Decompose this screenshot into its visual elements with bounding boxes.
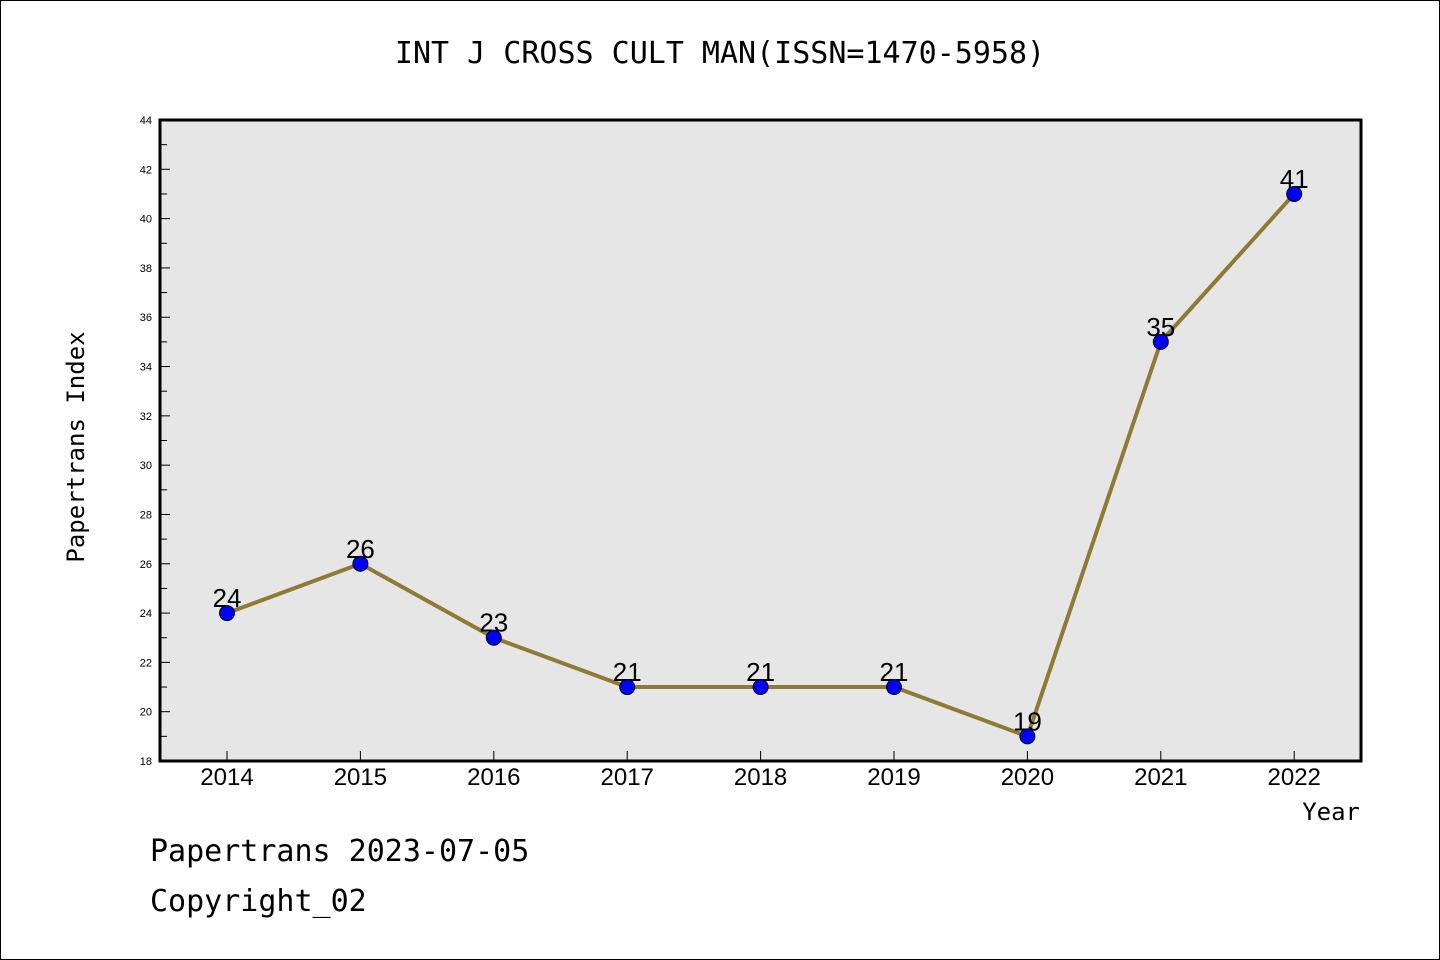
x-axis-label: Year bbox=[1302, 798, 1360, 826]
data-point bbox=[1286, 185, 1303, 202]
x-tick-label: 2020 bbox=[1001, 764, 1054, 791]
data-point bbox=[619, 679, 636, 696]
data-label: 21 bbox=[746, 657, 775, 687]
y-tick-label: 38 bbox=[140, 263, 152, 275]
x-tick-label: 2015 bbox=[334, 764, 387, 791]
data-label: 26 bbox=[346, 534, 375, 564]
footer-copyright: Copyright_02 bbox=[150, 884, 367, 919]
footer-date: Papertrans 2023-07-05 bbox=[150, 834, 530, 869]
data-label: 23 bbox=[479, 608, 508, 638]
data-label: 35 bbox=[1146, 312, 1175, 342]
y-tick-label: 42 bbox=[140, 164, 152, 176]
data-point bbox=[485, 629, 502, 646]
data-label: 21 bbox=[613, 657, 642, 687]
data-point bbox=[219, 605, 235, 622]
data-point bbox=[752, 679, 769, 696]
x-tick-label: 2016 bbox=[467, 764, 520, 791]
x-tick-label: 2021 bbox=[1134, 764, 1187, 791]
x-tick-label: 2014 bbox=[200, 764, 253, 791]
plot-area bbox=[158, 118, 1363, 763]
y-tick-label: 18 bbox=[140, 756, 152, 768]
y-tick-label: 40 bbox=[140, 214, 152, 226]
x-tick-label: 2019 bbox=[867, 764, 920, 791]
data-label: 24 bbox=[213, 583, 242, 613]
data-label: 21 bbox=[880, 657, 909, 687]
data-point bbox=[1152, 333, 1169, 350]
y-tick-label: 24 bbox=[140, 608, 152, 620]
y-tick-label: 22 bbox=[140, 657, 152, 669]
x-tick-label: 2017 bbox=[601, 764, 654, 791]
y-tick-label: 36 bbox=[140, 312, 152, 324]
y-axis-label: Papertrans Index bbox=[62, 331, 90, 562]
y-axis: 18 20 22 24 26 28 30 32 34 36 38 40 42 44 bbox=[140, 115, 170, 768]
data-point bbox=[352, 555, 369, 572]
data-point bbox=[1019, 728, 1036, 745]
data-label: 19 bbox=[1013, 706, 1042, 736]
x-tick-label: 2018 bbox=[734, 764, 787, 791]
data-label: 41 bbox=[1280, 164, 1309, 194]
y-tick-label: 28 bbox=[140, 509, 152, 521]
data-labels: 24 26 23 21 21 21 19 35 41 bbox=[213, 164, 1309, 736]
data-points bbox=[219, 185, 1303, 745]
x-axis: 2014 2015 2016 2017 2018 2019 2020 2021 2022 bbox=[200, 751, 1321, 791]
y-tick-label: 44 bbox=[140, 115, 152, 127]
y-tick-label: 26 bbox=[140, 559, 152, 571]
x-tick-label: 2022 bbox=[1268, 764, 1321, 791]
y-tick-label: 30 bbox=[140, 460, 152, 472]
y-tick-label: 20 bbox=[140, 707, 152, 719]
chart-title: INT J CROSS CULT MAN(ISSN=1470-5958) bbox=[394, 36, 1046, 71]
y-tick-label: 32 bbox=[140, 411, 152, 423]
y-tick-label: 34 bbox=[140, 362, 152, 374]
data-point bbox=[886, 679, 902, 696]
